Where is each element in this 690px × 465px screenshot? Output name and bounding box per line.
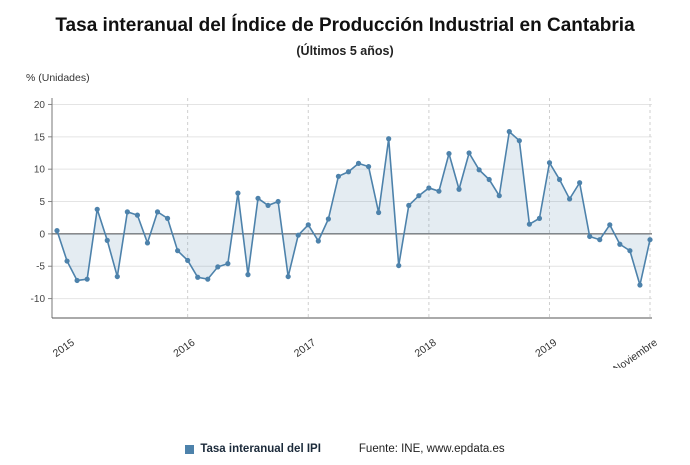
data-point (406, 202, 412, 208)
data-point (345, 168, 352, 174)
data-point (104, 237, 110, 243)
legend-source: Fuente: INE, www.epdata.es (358, 443, 505, 455)
data-point (376, 209, 382, 215)
data-point (74, 277, 80, 283)
data-point (546, 159, 553, 165)
data-point (225, 260, 231, 266)
data-point (124, 208, 130, 215)
data-point (476, 166, 482, 172)
y-tick-label: 15 (34, 132, 46, 143)
data-point (647, 236, 653, 242)
data-point (114, 273, 120, 279)
data-point (335, 173, 342, 179)
data-point (175, 247, 181, 253)
data-point (396, 262, 402, 268)
data-point (426, 184, 432, 191)
data-point (365, 163, 372, 169)
data-point (486, 176, 492, 182)
data-point (566, 195, 573, 202)
data-point (416, 192, 422, 198)
data-point (164, 215, 171, 221)
data-point (154, 208, 161, 215)
data-point (285, 273, 291, 279)
x-tick-label: Noviembre (611, 336, 660, 367)
data-point (516, 137, 522, 143)
data-point (556, 176, 563, 182)
data-point (637, 281, 643, 288)
data-point (526, 221, 532, 227)
data-point (144, 239, 151, 246)
data-point (215, 263, 221, 270)
data-point (617, 241, 623, 247)
legend-series-label: Tasa interanual del IPI (200, 443, 321, 455)
series-area (57, 131, 650, 285)
data-point (94, 206, 100, 212)
data-point (577, 179, 583, 185)
series-line (56, 129, 651, 285)
y-tick-label: -5 (36, 261, 45, 272)
data-point (607, 221, 613, 227)
data-point (54, 227, 60, 233)
data-point (245, 271, 251, 277)
data-point (134, 212, 141, 218)
data-point (275, 198, 281, 204)
data-point (255, 195, 261, 201)
data-point (587, 233, 593, 239)
legend-swatch-icon (185, 444, 195, 454)
y-axis-unit-label: % (Unidades) (26, 71, 90, 84)
data-point (496, 192, 502, 198)
legend-item: Tasa interanual del IPI (185, 443, 321, 455)
x-tick-label: 2016 (171, 336, 197, 359)
data-point (456, 186, 462, 192)
line-chart: 20 15 10 5 0 -5 -10 2015 2016 2017 2018 2019 Noviemb… (12, 86, 690, 375)
data-point (305, 221, 311, 227)
page-title: Tasa interanual del Índice de Producción… (55, 15, 635, 36)
data-point (355, 160, 362, 166)
data-point (386, 135, 392, 141)
data-point (295, 232, 301, 238)
y-tick-label: -10 (31, 294, 46, 305)
data-point (64, 258, 70, 264)
data-point (436, 188, 442, 194)
data-point (466, 149, 472, 156)
data-point (597, 236, 603, 242)
chart-legend: Tasa interanual del IPI Fuente: INE, www… (0, 443, 690, 455)
x-tick-label: 2017 (292, 336, 318, 359)
data-point (205, 276, 211, 282)
y-tick-label: 5 (39, 197, 45, 208)
x-tick-label: 2015 (51, 336, 77, 359)
data-point (627, 247, 633, 253)
y-tick-label: 20 (34, 100, 46, 111)
data-point (185, 257, 191, 263)
data-point (84, 276, 90, 282)
page-subtitle: (Últimos 5 años) (296, 43, 394, 58)
y-tick-label: 10 (34, 164, 46, 175)
data-point (315, 237, 321, 244)
data-point (506, 128, 512, 134)
data-point (325, 215, 331, 222)
x-tick-label: 2018 (413, 336, 439, 359)
data-point (265, 202, 271, 208)
data-point (235, 190, 241, 196)
data-point (195, 274, 201, 280)
data-point (536, 215, 543, 221)
y-tick-label: 0 (39, 229, 45, 240)
x-tick-label: 2019 (533, 336, 559, 359)
data-point (446, 150, 452, 156)
